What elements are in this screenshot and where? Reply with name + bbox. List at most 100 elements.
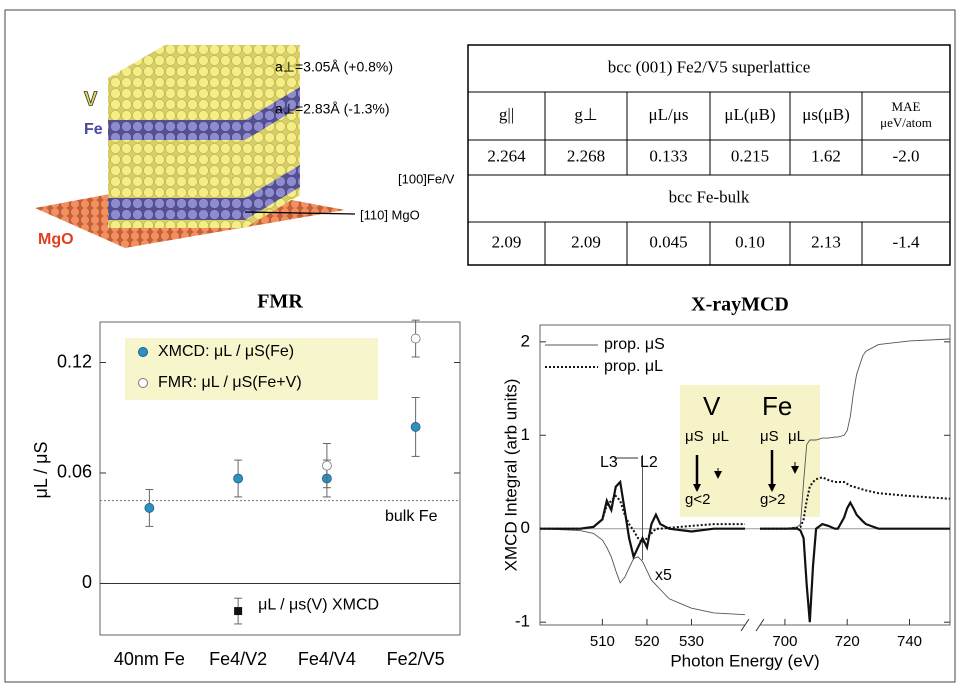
annotation: x5 <box>655 567 672 584</box>
reference-label: bulk Fe <box>385 508 438 525</box>
y-tick-label: 0 <box>521 518 530 537</box>
annotation: V <box>703 391 721 421</box>
axis-break <box>745 619 760 631</box>
y-axis-label: XMCD Integral (arb units) <box>501 379 520 572</box>
table-cell: MAE <box>892 99 921 114</box>
series-label: μL / μs(V) XMCD <box>258 596 379 613</box>
plot-frame <box>99 321 461 636</box>
direction-line <box>244 211 356 215</box>
chart-title: FMR <box>257 291 303 313</box>
table-cell: μs(μB) <box>802 105 850 124</box>
annotation-arrowhead <box>768 484 776 492</box>
table-cell: 2.09 <box>492 232 522 251</box>
legend-label: XMCD: μL / μS(Fe) <box>158 343 294 360</box>
annotation-arrowhead <box>791 466 799 474</box>
annotation: g<2 <box>685 491 710 508</box>
table-cell: μL/μs <box>649 105 689 124</box>
direction-label: [110] MgO <box>360 207 420 222</box>
annotation: μS <box>760 428 779 445</box>
table-cell: -1.4 <box>893 232 920 251</box>
annotation: μL <box>712 428 729 445</box>
y-tick-label: 0.06 <box>57 462 92 482</box>
annotation: μS <box>685 428 704 445</box>
annotation: L2 <box>640 454 658 471</box>
table-cell: μeV/atom <box>880 115 932 130</box>
legend-label: FMR: μL / μS(Fe+V) <box>158 374 302 391</box>
x-tick-label: 40nm Fe <box>114 649 185 669</box>
marker <box>144 503 155 513</box>
table-cell: 2.264 <box>487 146 526 165</box>
frame <box>4 9 956 683</box>
x-tick-label: Fe4/V2 <box>209 649 267 669</box>
table-cell: μL(μB) <box>724 105 775 124</box>
fmr-chart: FMR μL / μS 0 0.06 0.12 bulk Fe 40nm Fe Fe4/V2 F… <box>31 291 461 669</box>
x-axis-label: Photon Energy (eV) <box>670 651 819 670</box>
legend-box <box>125 338 378 400</box>
y-tick-label: 0 <box>82 572 92 592</box>
x-tick-label: 510 <box>590 633 615 650</box>
marker <box>234 607 243 616</box>
legend-marker <box>138 347 148 357</box>
legend-marker <box>138 378 148 388</box>
fe-layer <box>108 198 245 220</box>
y-axis-label: μL / μS <box>31 441 51 498</box>
table-cell: 2.268 <box>567 146 605 165</box>
table-cell: 0.215 <box>731 146 769 165</box>
y-tick-label: 0.12 <box>57 351 92 371</box>
annotation: μL <box>788 428 805 445</box>
series-line <box>540 479 950 623</box>
y-tick-label: 1 <box>521 425 530 444</box>
fe-label: Fe <box>84 121 103 138</box>
illustration: V Fe MgO a⊥=3.05Å (+0.8%) a⊥=2.83Å (-1.3… <box>35 45 455 248</box>
fe-layer <box>245 87 300 140</box>
y-tick-label: -1 <box>515 612 530 631</box>
legend-label: prop. μS <box>604 336 665 353</box>
xmcd-chart: X-rayMCD XMCD Integral (arb units) Photon … <box>501 294 951 670</box>
marker <box>410 422 421 432</box>
lattice-label: a⊥=2.83Å (-1.3%) <box>275 101 390 117</box>
x-tick-label: Fe4/V4 <box>298 649 356 669</box>
block-top <box>108 45 300 78</box>
axis-break <box>740 618 750 632</box>
x-tick-label: 740 <box>897 633 922 650</box>
x-tick-label: 700 <box>772 633 797 650</box>
direction-label: [100]Fe/V <box>398 171 455 186</box>
fe-layer <box>108 120 245 140</box>
axis-break <box>755 618 765 632</box>
table-cell: g|| <box>499 105 514 124</box>
annotation-arrowhead <box>693 484 701 492</box>
table-cell: 2.13 <box>811 232 841 251</box>
x-tick-label: Fe2/V5 <box>387 649 445 669</box>
table-heading: bcc Fe-bulk <box>669 187 750 206</box>
marker <box>410 333 421 344</box>
table-border <box>467 44 951 266</box>
annotation: L3 <box>600 454 618 471</box>
x-tick-label: 520 <box>634 633 659 650</box>
marker <box>321 460 332 471</box>
x-tick-label: 530 <box>679 633 704 650</box>
annotation: g>2 <box>760 491 785 508</box>
table-cell: 2.09 <box>571 232 601 251</box>
table-cell: 0.045 <box>649 232 687 251</box>
legend-label: prop. μL <box>604 358 663 375</box>
mgo-label: MgO <box>38 231 74 248</box>
lattice-label: a⊥=3.05Å (+0.8%) <box>275 59 393 75</box>
table: bcc (001) Fe2/V5 superlattice g|| g⊥ μL/μs μ… <box>467 44 951 266</box>
table-heading: bcc (001) Fe2/V5 superlattice <box>608 57 811 76</box>
marker <box>233 473 244 484</box>
y-tick-label: 2 <box>521 331 530 350</box>
table-cell: 1.62 <box>811 146 841 165</box>
fe-layer <box>245 165 300 220</box>
table-cell: 0.133 <box>649 146 687 165</box>
annotation-box <box>680 385 820 517</box>
x-tick-label: 720 <box>835 633 860 650</box>
table-cell: 0.10 <box>735 232 765 251</box>
annotation: Fe <box>762 391 792 421</box>
table-cell: g⊥ <box>574 105 597 124</box>
chart-title: X-rayMCD <box>691 294 789 316</box>
annotation-arrowhead <box>714 471 722 479</box>
table-cell: -2.0 <box>893 146 920 165</box>
v-label: V <box>84 88 98 110</box>
